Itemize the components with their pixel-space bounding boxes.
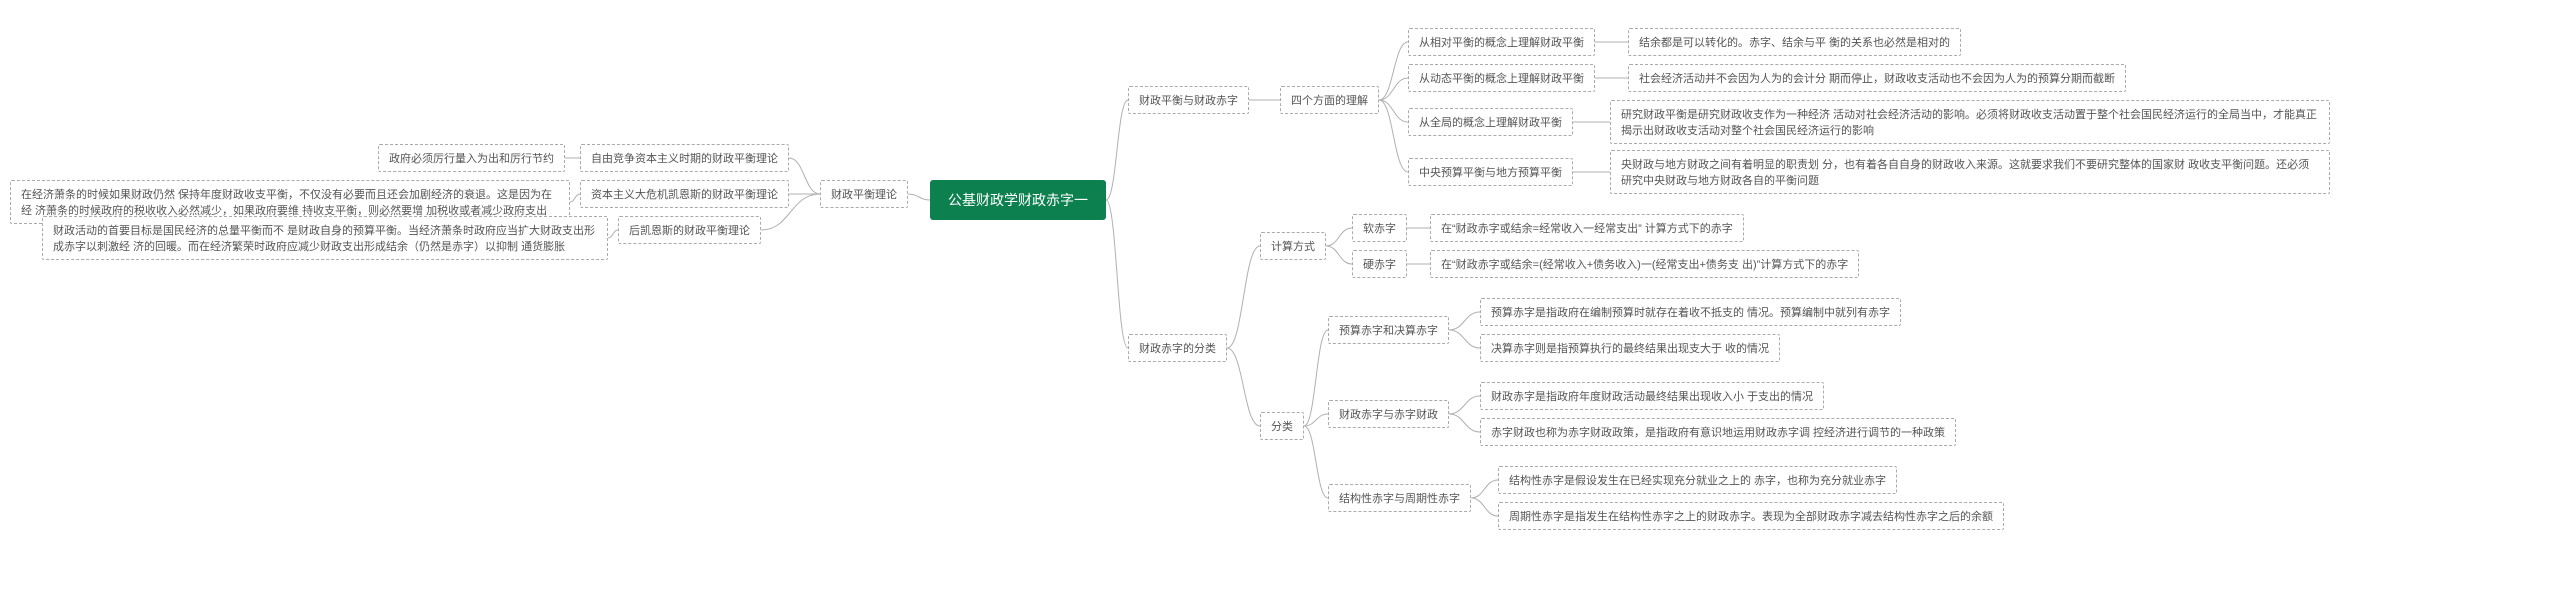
node-structural-detail: 结构性赤字是假设发生在已经实现充分就业之上的 赤字，也称为充分就业赤字 — [1498, 466, 1897, 494]
node-keynes[interactable]: 资本主义大危机凯恩斯的财政平衡理论 — [580, 180, 789, 208]
node-deficit-detail: 财政赤字是指政府年度财政活动最终结果出现收入小 于支出的情况 — [1480, 382, 1824, 410]
node-hard-deficit[interactable]: 硬赤字 — [1352, 250, 1407, 278]
node-budget-final[interactable]: 预算赤字和决算赤字 — [1328, 316, 1449, 344]
node-soft-deficit[interactable]: 软赤字 — [1352, 214, 1407, 242]
node-deficit-policy[interactable]: 财政赤字与赤字财政 — [1328, 400, 1449, 428]
node-classify[interactable]: 分类 — [1260, 412, 1304, 440]
node-free-competition[interactable]: 自由竞争资本主义时期的财政平衡理论 — [580, 144, 789, 172]
node-hard-deficit-detail: 在“财政赤字或结余=(经常收入+债务收入)一(经常支出+债务支 出)”计算方式下… — [1430, 250, 1859, 278]
node-global-balance[interactable]: 从全局的概念上理解财政平衡 — [1408, 108, 1573, 136]
node-structural-cyclical[interactable]: 结构性赤字与周期性赤字 — [1328, 484, 1471, 512]
node-free-competition-detail: 政府必须厉行量入为出和厉行节约 — [378, 144, 565, 172]
node-post-keynes-detail: 财政活动的首要目标是国民经济的总量平衡而不 是财政自身的预算平衡。当经济萧条时政… — [42, 216, 608, 260]
node-budget-detail: 预算赤字是指政府在编制预算时就存在着收不抵支的 情况。预算编制中就列有赤字 — [1480, 298, 1901, 326]
node-post-keynes[interactable]: 后凯恩斯的财政平衡理论 — [618, 216, 761, 244]
node-cyclical-detail: 周期性赤字是指发生在结构性赤字之上的财政赤字。表现为全部财政赤字减去结构性赤字之… — [1498, 502, 2004, 530]
node-dynamic-balance[interactable]: 从动态平衡的概念上理解财政平衡 — [1408, 64, 1595, 92]
node-relative-balance-detail: 结余都是可以转化的。赤字、结余与平 衡的关系也必然是相对的 — [1628, 28, 1961, 56]
node-policy-detail: 赤字财政也称为赤字财政政策，是指政府有意识地运用财政赤字调 控经济进行调节的一种… — [1480, 418, 1956, 446]
node-calc-method[interactable]: 计算方式 — [1260, 232, 1326, 260]
branch-balance-deficit[interactable]: 财政平衡与财政赤字 — [1128, 86, 1249, 114]
node-central-local[interactable]: 中央预算平衡与地方预算平衡 — [1408, 158, 1573, 186]
node-central-local-detail: 央财政与地方财政之间有着明显的职责划 分，也有着各自自身的财政收入来源。这就要求… — [1610, 150, 2330, 194]
node-global-balance-detail: 研究财政平衡是研究财政收支作为一种经济 活动对社会经济活动的影响。必须将财政收支… — [1610, 100, 2330, 144]
branch-balance-theory[interactable]: 财政平衡理论 — [820, 180, 908, 208]
node-dynamic-balance-detail: 社会经济活动并不会因为人为的会计分 期而停止，财政收支活动也不会因为人为的预算分… — [1628, 64, 2126, 92]
branch-deficit-classify[interactable]: 财政赤字的分类 — [1128, 334, 1227, 362]
node-four-aspects[interactable]: 四个方面的理解 — [1280, 86, 1379, 114]
root-node[interactable]: 公基财政学财政赤字一 — [930, 180, 1106, 220]
node-relative-balance[interactable]: 从相对平衡的概念上理解财政平衡 — [1408, 28, 1595, 56]
node-soft-deficit-detail: 在“财政赤字或结余=经常收入一经常支出” 计算方式下的赤字 — [1430, 214, 1744, 242]
node-final-detail: 决算赤字则是指预算执行的最终结果出现支大于 收的情况 — [1480, 334, 1780, 362]
